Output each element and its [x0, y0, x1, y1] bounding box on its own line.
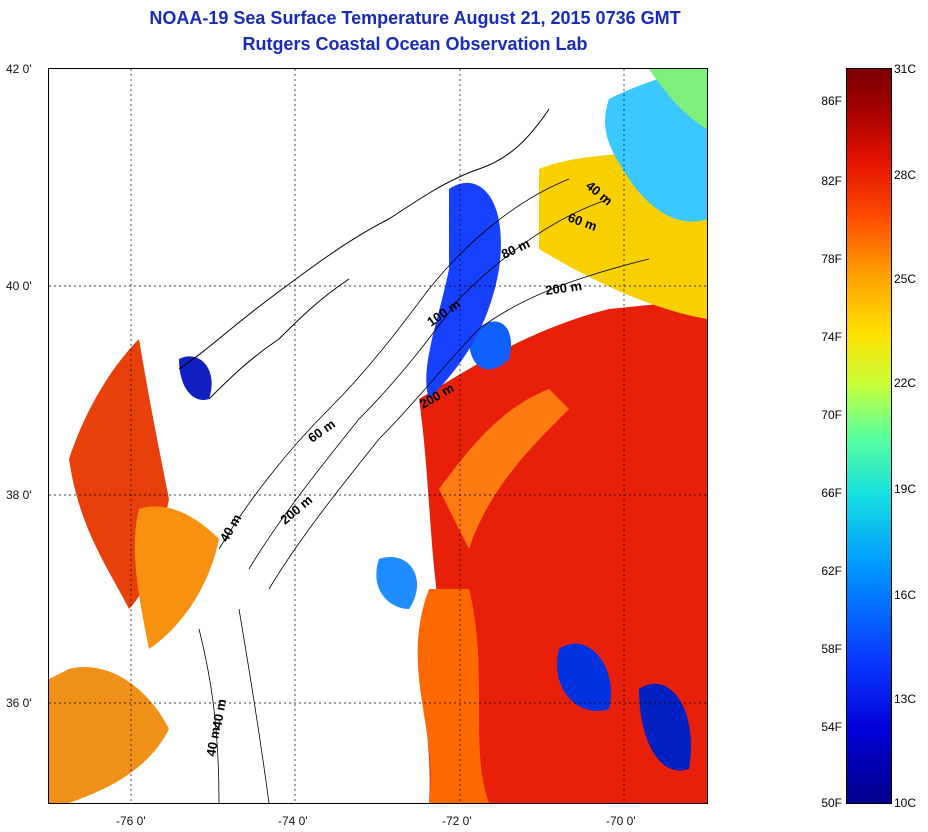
lon-label-72: -72 0': [442, 814, 472, 828]
cold-patch-2: [639, 683, 691, 771]
contour-200m: [268, 258, 650, 590]
orange-band: [417, 589, 489, 803]
depth-label: 60 m: [305, 416, 338, 445]
delmarva-water: [134, 506, 219, 649]
colorbar-f-70: 70F: [821, 408, 842, 422]
lat-label-36: 36 0': [6, 696, 32, 710]
sst-map-canvas: 40 m 60 m 80 m 200 m 100 m 200 m 60 m 20…: [49, 69, 707, 803]
colorbar-c-22: 22C: [894, 376, 917, 390]
colorbar-c-19: 19C: [894, 482, 917, 496]
colorbar-f-62: 62F: [821, 564, 842, 578]
depth-label: 200 m: [544, 278, 583, 298]
depth-label: 200 m: [277, 492, 315, 527]
coastline: [178, 108, 550, 370]
contour-60m: [248, 198, 610, 570]
depth-label: 40 m: [203, 726, 223, 758]
lon-label-76: -76 0': [116, 814, 146, 828]
lat-label-38: 38 0': [6, 488, 32, 502]
colorbar-c-25: 25C: [894, 272, 917, 286]
colorbar-f-86: 86F: [821, 94, 842, 108]
colorbar-f-78: 78F: [821, 252, 842, 266]
colorbar-c-28: 28C: [894, 168, 917, 182]
cold-patch-4: [469, 321, 511, 370]
orange-band-2: [439, 389, 569, 549]
lat-label-42: 42 0': [6, 62, 32, 76]
map-subtitle: Rutgers Coastal Ocean Observation Lab: [242, 34, 588, 54]
contour-40m-south: [198, 628, 220, 803]
delaware-bay-blue: [179, 356, 212, 400]
coast-nj: [208, 278, 350, 400]
colorbar-c-10: 10C: [894, 796, 917, 810]
temperature-colorbar: [846, 68, 892, 804]
warm-water-region: [419, 299, 707, 803]
map-title: NOAA-19 Sea Surface Temperature August 2…: [149, 8, 681, 28]
colorbar-f-66: 66F: [821, 486, 842, 500]
colorbar-c-13: 13C: [894, 692, 917, 706]
lon-label-74: -74 0': [278, 814, 308, 828]
colorbar-f-58: 58F: [821, 642, 842, 656]
graticule: [49, 69, 707, 803]
colorbar-f-54: 54F: [821, 720, 842, 734]
shelf-edge-blue: [426, 182, 501, 399]
colorbar-c-16: 16C: [894, 588, 917, 602]
colorbar-c-31: 31C: [894, 62, 917, 76]
contour-200m-south: [238, 608, 270, 803]
cold-patch-3: [376, 557, 418, 609]
contour-40m: [218, 178, 570, 550]
ne-green-region: [649, 69, 707, 129]
colorbar-f-50: 50F: [821, 796, 842, 810]
colorbar-f-74: 74F: [821, 330, 842, 344]
sst-map: 40 m 60 m 80 m 200 m 100 m 200 m 60 m 20…: [48, 68, 708, 804]
cold-patch-1: [557, 643, 611, 711]
colorbar-f-82: 82F: [821, 174, 842, 188]
depth-label: 40 m: [209, 698, 229, 730]
lon-label-70: -70 0': [606, 814, 636, 828]
depth-label: 80 m: [499, 236, 532, 262]
lat-label-40: 40 0': [6, 279, 32, 293]
pamlico-sound: [49, 667, 169, 803]
